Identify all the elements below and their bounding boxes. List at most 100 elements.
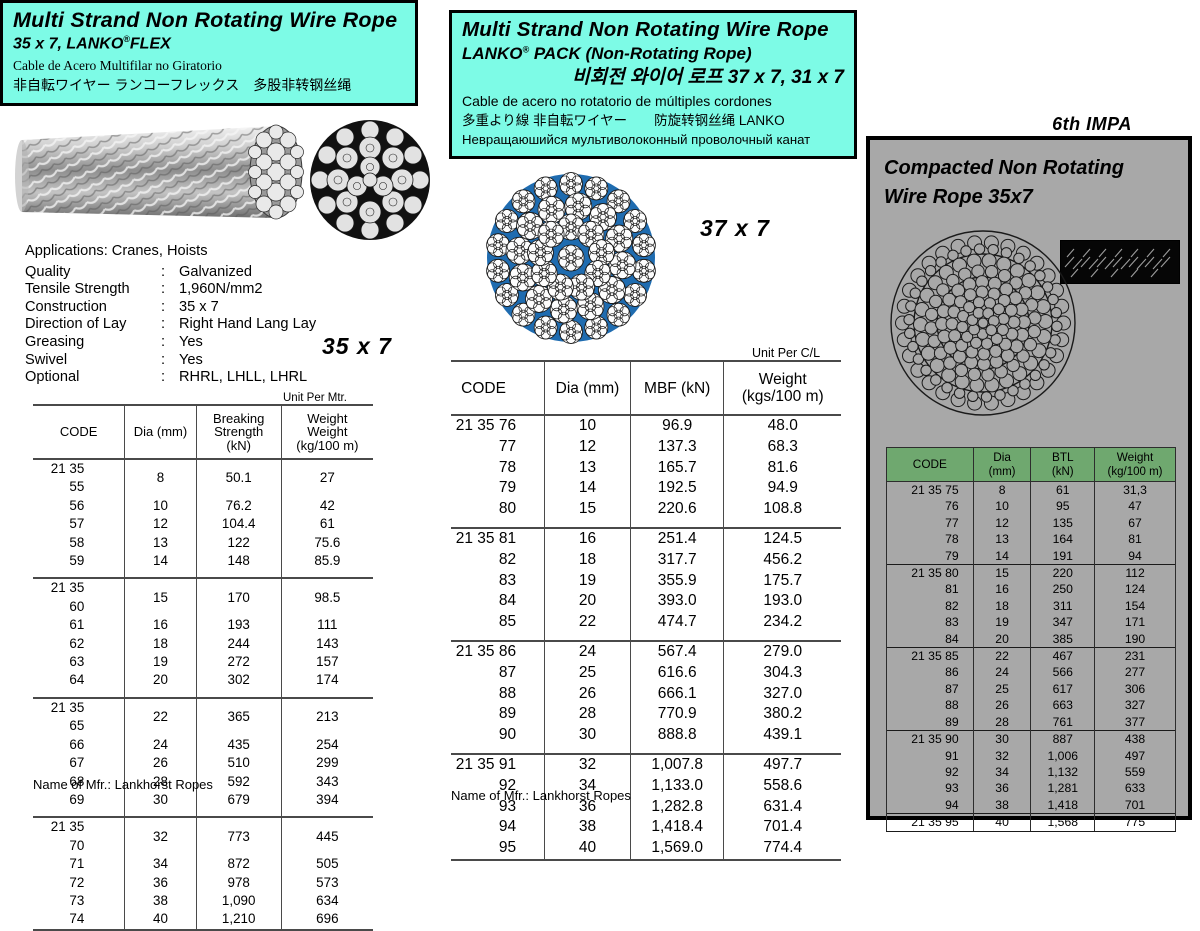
cell-bs: 365 — [195, 696, 282, 736]
cell-bs: 148 — [195, 552, 282, 571]
cell-code: 57 — [69, 516, 85, 532]
mid-header-spanish: Cable de acero no rotatorio de múltiples… — [462, 93, 772, 110]
cell-dia: 32 — [972, 747, 1032, 764]
cell-wt: 171 — [1094, 614, 1176, 631]
cell-mbf: 1,569.0 — [629, 838, 724, 861]
cell-wt: 193.0 — [723, 591, 841, 613]
cell-wt: 254 — [280, 735, 373, 755]
mid-subtitle-main: LANKO — [462, 43, 523, 63]
cell-btl: 566 — [1030, 664, 1096, 681]
cell-btl: 347 — [1030, 614, 1096, 631]
cell-wt: 81 — [1094, 531, 1176, 548]
cell-code: 66 — [69, 736, 85, 752]
table-row: 59 14 148 85.9 — [33, 552, 373, 571]
cell-wt: 81.6 — [723, 457, 841, 479]
cell-dia: 26 — [124, 754, 197, 773]
cell-wt: 98.5 — [280, 577, 373, 617]
cell-wt: 124 — [1094, 581, 1176, 598]
cell-wt: 343 — [280, 772, 373, 791]
table-row: 69 30 679 394 — [33, 790, 373, 810]
table-row: 21 35 90 30 887 438 — [886, 730, 1176, 748]
left-cross-section-diagram — [310, 120, 430, 240]
mid-header-hangul: 비회전 와이어 로프 37 x 7, 31 x 7 — [572, 66, 844, 88]
cell-bs: 592 — [195, 772, 282, 791]
cell-code: 21 35 76 — [455, 417, 517, 434]
cell-code: 21 35 75 — [886, 481, 974, 499]
middle-manufacturer-note: Name of Mfr.: Lankhorst Ropes — [451, 788, 631, 803]
cell-code: 69 — [69, 791, 85, 807]
cell-mbf: 1,418.4 — [629, 817, 724, 839]
cell-btl: 311 — [1030, 597, 1096, 615]
left-header-title: Multi Strand Non Rotating Wire Rope — [13, 8, 398, 32]
spec-colon: : — [161, 263, 166, 280]
cell-code: 87 — [886, 680, 974, 698]
mid-header-cjk: 多重より線 非自転ワイヤー 防旋转钢丝绳 LANKO — [462, 113, 785, 129]
spec-key: Optional — [25, 369, 80, 386]
table-row: 94 38 1,418.4 701.4 — [451, 817, 841, 839]
col-header-mbf: MBF (kN) — [629, 360, 724, 416]
cell-wt: 394 — [280, 790, 373, 810]
cell-dia: 19 — [544, 570, 631, 592]
rope-body — [15, 125, 303, 219]
cell-dia: 34 — [972, 763, 1032, 781]
cell-code: 80 — [498, 500, 517, 518]
table-row: 81 16 250 124 — [886, 581, 1176, 598]
cell-code: 21 35 60 — [33, 577, 125, 617]
cell-dia: 30 — [544, 725, 631, 746]
cell-mbf: 393.0 — [629, 591, 724, 613]
cell-bs: 76.2 — [195, 496, 282, 516]
spec-row: Greasing : Yes — [25, 334, 365, 352]
table-row: 68 28 592 343 — [33, 772, 373, 791]
cell-mbf: 355.9 — [629, 570, 724, 592]
cell-bs: 170 — [195, 577, 282, 617]
cell-bs: 872 — [195, 855, 282, 874]
cell-bs: 193 — [195, 616, 282, 635]
cell-code: 78 — [886, 531, 974, 548]
cell-code: 86 — [886, 664, 974, 681]
table-row: 78 13 164 81 — [886, 531, 1176, 548]
cell-code: 21 35 86 — [451, 639, 545, 663]
cell-btl: 663 — [1030, 697, 1096, 714]
table-row: 84 20 385 190 — [886, 630, 1176, 648]
registered-mark-icon: ® — [522, 43, 530, 54]
cell-dia: 30 — [124, 790, 197, 810]
cell-bs: 244 — [195, 634, 282, 654]
cell-btl: 1,132 — [1030, 763, 1096, 781]
cell-code: 77 — [886, 514, 974, 532]
spec-row: Optional : RHRL, LHLL, LHRL — [25, 369, 365, 387]
cell-wt: 27 — [280, 459, 373, 497]
spec-key: Swivel — [25, 351, 68, 368]
cell-code: 21 35 65 — [33, 696, 125, 736]
middle-unit-note: Unit Per C/L — [752, 346, 821, 360]
cell-dia: 14 — [124, 552, 197, 571]
col-header-dia: Dia (mm) — [544, 360, 631, 416]
cell-dia: 40 — [544, 838, 631, 861]
table-row: 80 15 220.6 108.8 — [451, 499, 841, 520]
table-row: 78 13 165.7 81.6 — [451, 457, 841, 479]
cell-btl: 1,281 — [1030, 780, 1096, 797]
cell-wt: 631.4 — [723, 796, 841, 818]
spec-value: RHRL, LHLL, LHRL — [179, 369, 308, 386]
col-header-code: CODE — [451, 360, 545, 416]
cell-code: 21 35 70 — [33, 816, 125, 856]
right-cross-section-diagram — [888, 228, 1078, 418]
cell-dia: 15 — [972, 564, 1032, 582]
table-header-row: CODE Dia (mm) MBF (kN) Weight (kgs/100 m… — [451, 360, 841, 416]
table-row: 67 26 510 299 — [33, 754, 373, 773]
cell-mbf: 888.8 — [629, 725, 724, 746]
cell-mbf: 220.6 — [629, 499, 724, 520]
cell-wt: 85.9 — [280, 552, 373, 571]
cell-wt: 279.0 — [723, 639, 841, 663]
cell-code: 87 — [498, 663, 517, 681]
cell-code: 58 — [69, 534, 85, 550]
cell-code: 61 — [69, 617, 85, 633]
cell-mbf: 96.9 — [629, 415, 724, 437]
cell-mbf: 165.7 — [629, 457, 724, 479]
cell-wt: 505 — [280, 855, 373, 874]
right-panel: Compacted Non Rotating Wire Rope 35x7 — [866, 136, 1192, 832]
cell-code: 88 — [498, 684, 517, 702]
cell-dia: 30 — [972, 730, 1032, 748]
cell-wt: 559 — [1094, 763, 1176, 781]
spec-rows-container: Quality : Galvanized Tensile Strength : … — [25, 264, 365, 387]
table-row: 71 34 872 505 — [33, 855, 373, 874]
